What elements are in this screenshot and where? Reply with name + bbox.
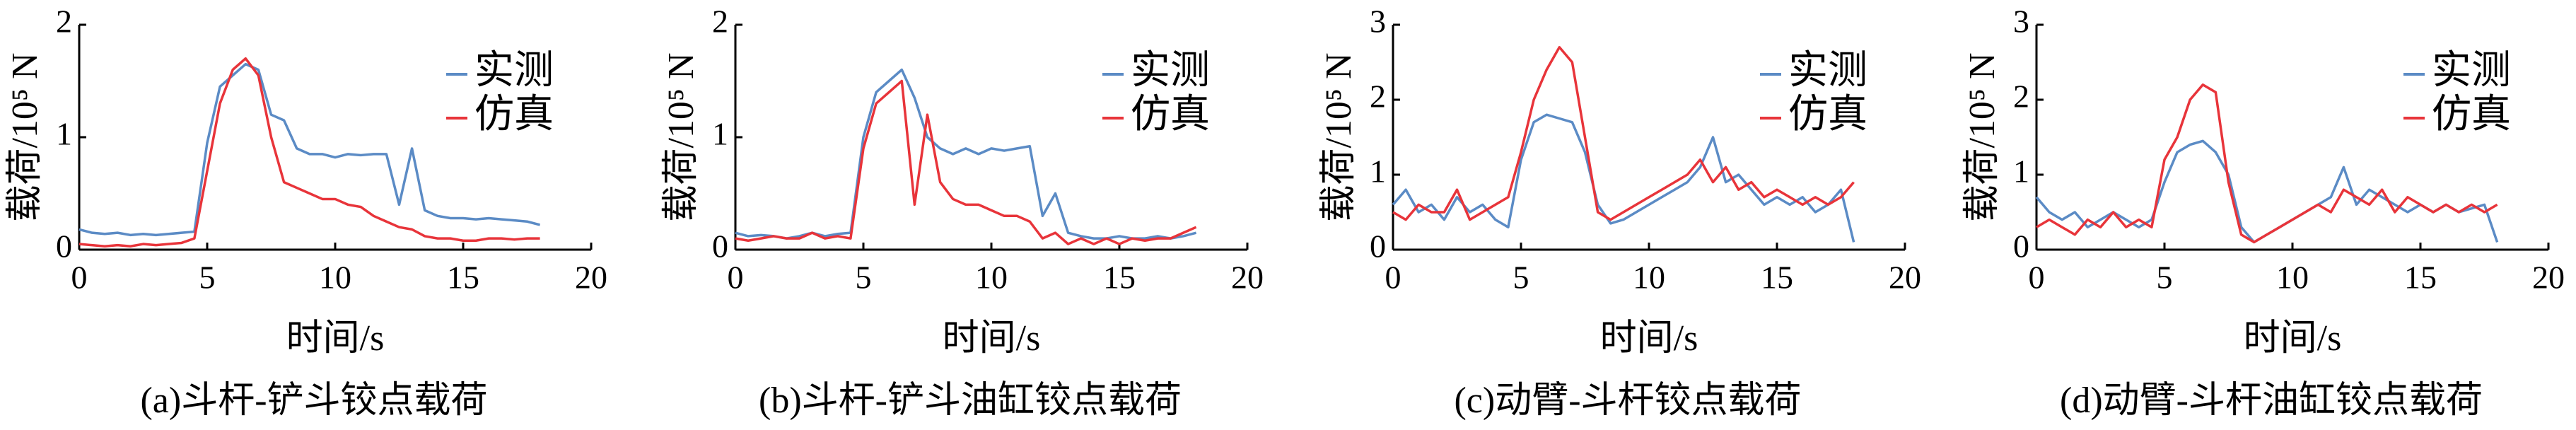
legend-label: 仿真 (2432, 93, 2511, 136)
series-line (1392, 46, 1855, 221)
y-tick-label: 2 (1370, 79, 1386, 115)
series-line (735, 79, 1197, 245)
legend-label: 仿真 (1131, 93, 1210, 136)
x-axis-label: 时间/s (1600, 318, 1698, 359)
x-tick-label: 5 (856, 260, 872, 296)
y-tick-label: 0 (712, 228, 728, 265)
series-line (2036, 83, 2498, 244)
y-axis-label: 载荷/10⁵ N (1962, 52, 2003, 221)
y-tick-label: 1 (712, 116, 728, 152)
x-tick-label: 20 (575, 260, 607, 296)
y-tick-label: 3 (1370, 4, 1386, 40)
x-tick-label: 15 (2404, 260, 2437, 296)
y-tick-label: 2 (712, 4, 728, 40)
x-tick-label: 10 (975, 260, 1008, 296)
legend-label: 实测 (1131, 49, 1210, 93)
y-axis-label: 载荷/10⁵ N (1319, 52, 1359, 221)
y-tick-label: 3 (2013, 4, 2029, 40)
x-tick-label: 0 (1385, 260, 1401, 296)
x-tick-label: 0 (71, 260, 88, 296)
series-line (2035, 139, 2499, 244)
x-tick-label: 20 (1889, 260, 1921, 296)
x-tick-label: 20 (1231, 260, 1264, 296)
x-tick-label: 5 (199, 260, 216, 296)
y-tick-label: 0 (56, 228, 72, 265)
x-tick-label: 5 (1513, 260, 1529, 296)
legend-label: 仿真 (1788, 93, 1867, 136)
x-tick-label: 10 (319, 260, 351, 296)
x-axis-label: 时间/s (943, 318, 1041, 359)
x-axis-label: 时间/s (2244, 318, 2342, 359)
x-tick-label: 10 (1633, 260, 1665, 296)
series-line (78, 57, 540, 248)
y-axis-label: 载荷/10⁵ N (5, 52, 45, 221)
legend-label: 实测 (2432, 49, 2511, 93)
series-line (1392, 113, 1855, 243)
y-axis-label: 载荷/10⁵ N (661, 52, 701, 221)
y-tick-label: 2 (56, 4, 72, 40)
y-tick-label: 1 (1370, 153, 1386, 190)
legend-label: 实测 (474, 49, 554, 93)
y-tick-label: 0 (1370, 228, 1386, 265)
x-tick-label: 15 (1761, 260, 1793, 296)
legend-label: 仿真 (474, 93, 554, 136)
chart-caption: (d)动臂-斗杆油缸铰点载荷 (2060, 380, 2483, 421)
x-tick-label: 15 (1103, 260, 1136, 296)
x-tick-label: 10 (2276, 260, 2309, 296)
x-tick-label: 0 (2029, 260, 2045, 296)
y-tick-label: 2 (2013, 79, 2029, 115)
chart-caption: (b)斗杆-铲斗油缸铰点载荷 (759, 380, 1182, 421)
x-tick-label: 5 (2157, 260, 2173, 296)
x-tick-label: 20 (2532, 260, 2565, 296)
y-tick-label: 0 (2013, 228, 2029, 265)
x-tick-label: 15 (447, 260, 479, 296)
chart-caption: (c)动臂-斗杆铰点载荷 (1454, 380, 1801, 421)
legend-label: 实测 (1788, 49, 1867, 93)
series-line (78, 62, 541, 237)
x-tick-label: 0 (728, 260, 744, 296)
series-line (735, 68, 1197, 240)
y-tick-label: 1 (2013, 153, 2029, 190)
chart-caption: (a)斗杆-铲斗铰点载荷 (140, 380, 487, 421)
y-tick-label: 1 (56, 116, 72, 152)
x-axis-label: 时间/s (286, 318, 385, 359)
